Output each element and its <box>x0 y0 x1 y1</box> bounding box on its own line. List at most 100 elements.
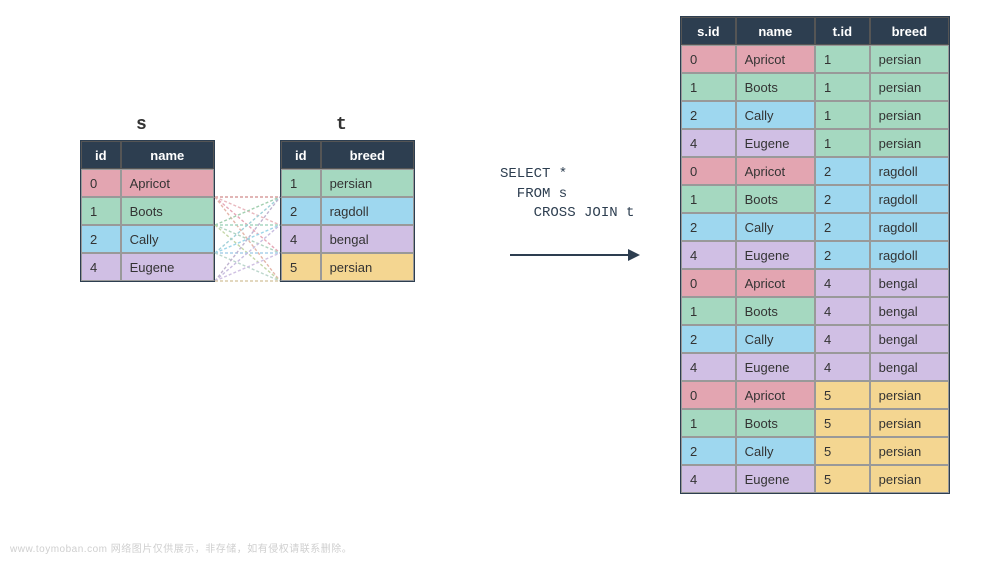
table-cell: 4 <box>81 253 121 281</box>
table-cell: Apricot <box>121 169 214 197</box>
table-cell: 4 <box>681 241 736 269</box>
table-row: 0Apricot <box>81 169 214 197</box>
table-row: 2Cally1persian <box>681 101 949 129</box>
table-cell: 1 <box>281 169 321 197</box>
table-cell: 4 <box>681 465 736 493</box>
table-cell: 2 <box>681 325 736 353</box>
table-row: 1persian <box>281 169 414 197</box>
table-cell: 2 <box>281 197 321 225</box>
table-cell: Eugene <box>736 241 815 269</box>
table-cell: 1 <box>815 129 870 157</box>
table-cell: 4 <box>681 129 736 157</box>
table-row: 2Cally2ragdoll <box>681 213 949 241</box>
table-cell: 1 <box>815 101 870 129</box>
table-cell: persian <box>870 73 949 101</box>
table-result: s.idnamet.idbreed0Apricot1persian1Boots1… <box>680 16 950 494</box>
table-cell: bengal <box>321 225 414 253</box>
sql-line: FROM s <box>500 185 634 205</box>
table-cell: Apricot <box>736 381 815 409</box>
table-cell: persian <box>870 409 949 437</box>
table-row: 2ragdoll <box>281 197 414 225</box>
table-cell: persian <box>870 381 949 409</box>
table-row: 1Boots4bengal <box>681 297 949 325</box>
table-header-cell: s.id <box>681 17 736 45</box>
table-row: 1Boots <box>81 197 214 225</box>
table-header-cell: id <box>81 141 121 169</box>
table-row: 4Eugene1persian <box>681 129 949 157</box>
table-cell: ragdoll <box>870 157 949 185</box>
table-cell: 4 <box>815 353 870 381</box>
table-row: 4Eugene <box>81 253 214 281</box>
table-cell: 1 <box>815 73 870 101</box>
table-row: 1Boots5persian <box>681 409 949 437</box>
table-row: 2Cally5persian <box>681 437 949 465</box>
table-row: 0Apricot2ragdoll <box>681 157 949 185</box>
table-cell: ragdoll <box>870 213 949 241</box>
table-cell: Boots <box>121 197 214 225</box>
table-row: 2Cally4bengal <box>681 325 949 353</box>
table-cell: 4 <box>681 353 736 381</box>
table-header-cell: t.id <box>815 17 870 45</box>
table-cell: ragdoll <box>870 241 949 269</box>
table-cell: Apricot <box>736 157 815 185</box>
table-cell: 5 <box>815 465 870 493</box>
table-header-cell: name <box>121 141 214 169</box>
table-header-row: idbreed <box>281 141 414 169</box>
table-cell: 2 <box>815 241 870 269</box>
table-cell: 1 <box>815 45 870 73</box>
table-cell: 0 <box>81 169 121 197</box>
table-s-title: s <box>136 115 147 135</box>
sql-query: SELECT * FROM s CROSS JOIN t <box>500 165 634 224</box>
table-cell: bengal <box>870 269 949 297</box>
table-cell: 2 <box>681 213 736 241</box>
table-cell: 4 <box>815 325 870 353</box>
table-cell: 2 <box>815 157 870 185</box>
table-cell: Boots <box>736 185 815 213</box>
table-cell: bengal <box>870 353 949 381</box>
table-cell: persian <box>870 437 949 465</box>
table-cell: 5 <box>815 381 870 409</box>
table-cell: 2 <box>815 185 870 213</box>
table-cell: Boots <box>736 297 815 325</box>
table-cell: 0 <box>681 381 736 409</box>
table-cell: ragdoll <box>870 185 949 213</box>
table-row: 4Eugene2ragdoll <box>681 241 949 269</box>
table-header-cell: breed <box>321 141 414 169</box>
table-cell: 0 <box>681 269 736 297</box>
table-cell: Cally <box>736 325 815 353</box>
table-cell: Apricot <box>736 269 815 297</box>
sql-line: SELECT * <box>500 165 634 185</box>
table-cell: persian <box>321 253 414 281</box>
table-cell: 4 <box>815 297 870 325</box>
table-cell: 1 <box>681 185 736 213</box>
table-row: 4Eugene4bengal <box>681 353 949 381</box>
table-header-cell: breed <box>870 17 949 45</box>
table-row: 4bengal <box>281 225 414 253</box>
table-cell: 2 <box>815 213 870 241</box>
table-cell: Boots <box>736 409 815 437</box>
table-cell: 5 <box>815 409 870 437</box>
table-cell: 5 <box>815 437 870 465</box>
table-row: 4Eugene5persian <box>681 465 949 493</box>
table-cell: 2 <box>681 101 736 129</box>
table-header-row: idname <box>81 141 214 169</box>
table-cell: Apricot <box>736 45 815 73</box>
table-row: 1Boots1persian <box>681 73 949 101</box>
table-cell: Eugene <box>736 129 815 157</box>
table-cell: Cally <box>736 101 815 129</box>
table-cell: persian <box>870 101 949 129</box>
table-t-title: t <box>336 115 347 135</box>
table-cell: 4 <box>281 225 321 253</box>
table-t: idbreed1persian2ragdoll4bengal5persian <box>280 140 415 282</box>
table-cell: Cally <box>121 225 214 253</box>
table-header-cell: id <box>281 141 321 169</box>
table-cell: Eugene <box>121 253 214 281</box>
arrow-icon <box>510 245 640 270</box>
table-cell: 4 <box>815 269 870 297</box>
watermark: www.toymoban.com 网络图片仅供展示，非存储，如有侵权请联系删除。 <box>10 540 352 555</box>
table-cell: 1 <box>681 409 736 437</box>
table-cell: ragdoll <box>321 197 414 225</box>
sql-line: CROSS JOIN t <box>500 204 634 224</box>
table-cell: Cally <box>736 437 815 465</box>
table-row: 0Apricot4bengal <box>681 269 949 297</box>
